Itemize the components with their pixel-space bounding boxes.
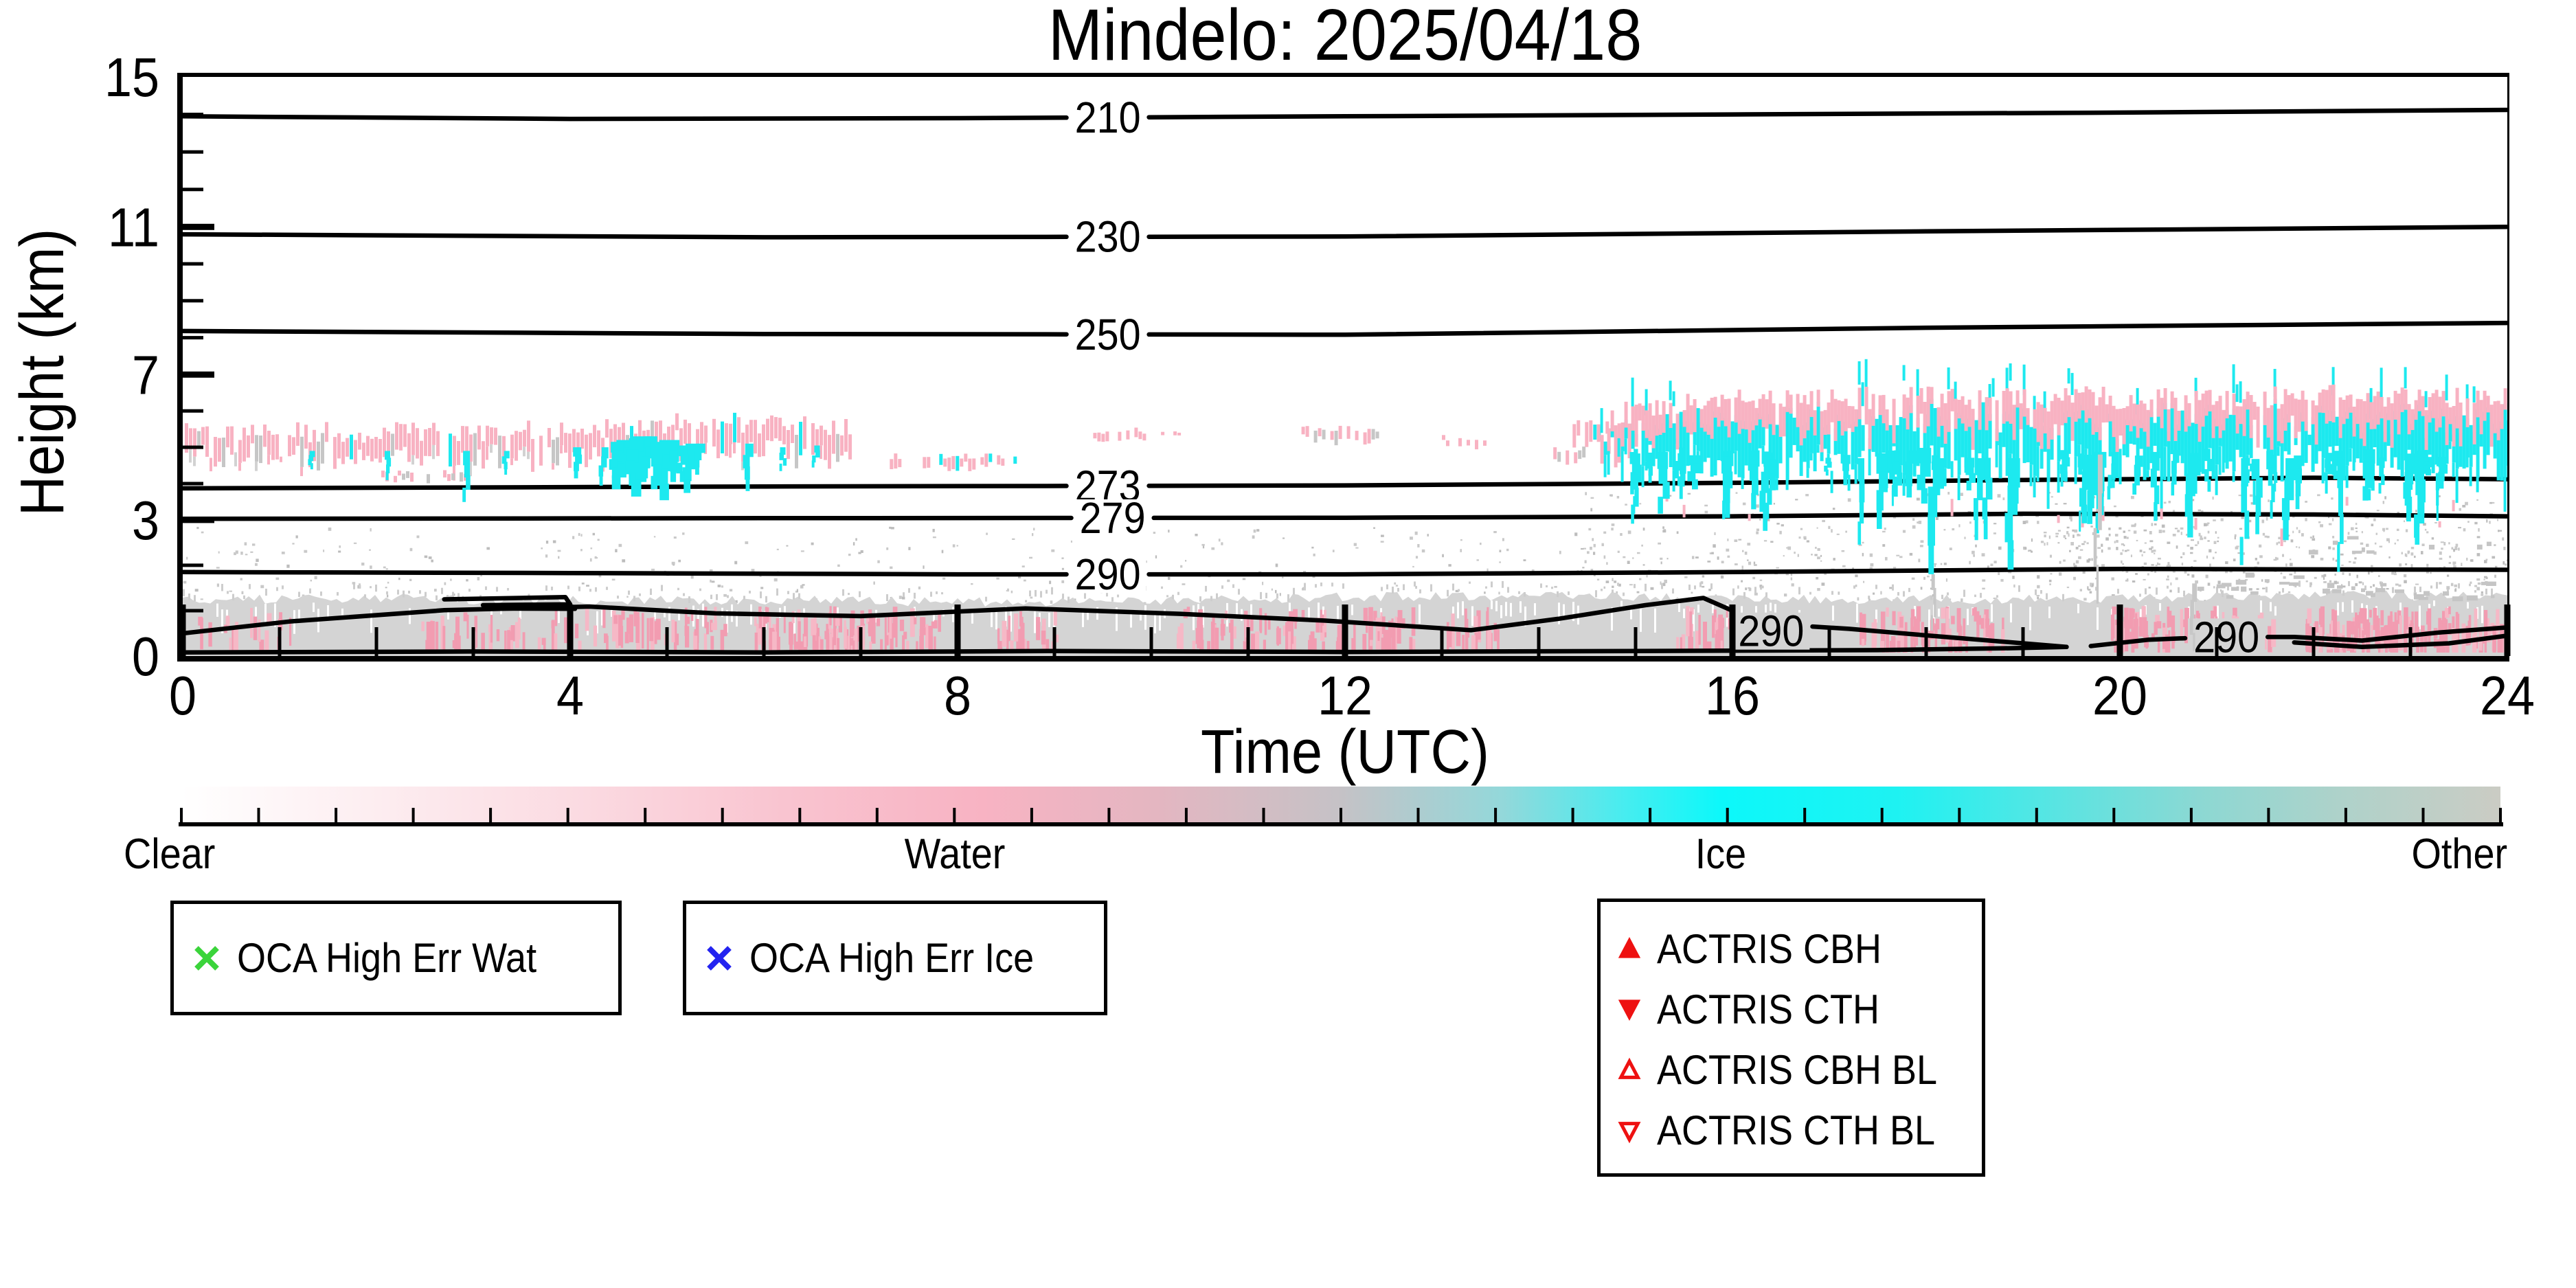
y-tick-label: 7 bbox=[132, 344, 159, 405]
legend-actris: ACTRIS CBH ACTRIS CTH ACTRIS CBH BL ACTR… bbox=[1597, 899, 1985, 1177]
legend-oca-high-err-wat: OCA High Err Wat bbox=[170, 901, 622, 1015]
axes: 0 3 7 11 15 0 4 8 12 16 20 24 bbox=[104, 47, 2535, 726]
y-axis-label: Height (km) bbox=[8, 212, 77, 532]
triangle-down-open-icon bbox=[1612, 1114, 1647, 1147]
legend-actris-row-cbh-bl: ACTRIS CBH BL bbox=[1612, 1040, 1982, 1100]
x-marker-green-icon bbox=[189, 942, 225, 975]
x-tick-label: 4 bbox=[556, 665, 584, 726]
legend-oca-wat-label: OCA High Err Wat bbox=[237, 935, 537, 981]
temperature-contour-label: 279 bbox=[1080, 493, 1146, 543]
temperature-contour-label: 250 bbox=[1075, 310, 1141, 359]
x-tick-label: 8 bbox=[944, 665, 971, 726]
page-title: Mindelo: 2025/04/18 bbox=[1015, 0, 1675, 71]
y-tick-label: 15 bbox=[104, 47, 159, 108]
x-tick-label: 0 bbox=[169, 665, 196, 726]
colorbar-label-water: Water bbox=[904, 831, 1006, 878]
y-tick-label: 11 bbox=[108, 196, 159, 258]
x-axis-label: Time (UTC) bbox=[1185, 721, 1506, 783]
colorbar-label-other: Other bbox=[2411, 831, 2507, 878]
temperature-contour-label: 230 bbox=[1075, 212, 1141, 262]
temperature-contour-label: 210 bbox=[1075, 93, 1141, 142]
legend-actris-row-cth: ACTRIS CTH bbox=[1612, 979, 1982, 1039]
page-title-text: Mindelo: 2025/04/18 bbox=[1048, 0, 1642, 76]
triangle-up-open-icon bbox=[1612, 1054, 1647, 1087]
triangle-down-filled-icon bbox=[1612, 993, 1647, 1026]
legend-oca-ice-label: OCA High Err Ice bbox=[749, 935, 1035, 981]
x-axis-label-text: Time (UTC) bbox=[1201, 718, 1489, 787]
colorbar bbox=[179, 787, 2503, 826]
temperature-contour-label: 290 bbox=[2193, 612, 2259, 662]
cloud-phase-layer bbox=[185, 359, 2507, 652]
y-tick-label: 3 bbox=[132, 490, 159, 551]
x-marker-blue-icon bbox=[701, 942, 737, 975]
colorbar-label-clear: Clear bbox=[124, 831, 216, 878]
triangle-up-filled-icon bbox=[1612, 932, 1647, 965]
y-axis-label-text: Height (km) bbox=[8, 228, 77, 517]
temperature-contour-label: 290 bbox=[1075, 550, 1141, 599]
legend-oca-high-err-ice: OCA High Err Ice bbox=[683, 901, 1107, 1015]
x-tick-label: 20 bbox=[2092, 665, 2147, 726]
temperature-contours bbox=[183, 107, 2507, 655]
x-tick-label: 24 bbox=[2480, 665, 2535, 726]
colorbar-label-ice: Ice bbox=[1695, 831, 1747, 878]
x-tick-label: 16 bbox=[1705, 665, 1760, 726]
x-tick-label: 12 bbox=[1318, 665, 1372, 726]
legend-actris-row-cth-bl: ACTRIS CTH BL bbox=[1612, 1100, 1982, 1161]
legend-actris-row-cbh: ACTRIS CBH bbox=[1612, 918, 1982, 979]
temperature-contour-label: 290 bbox=[1738, 607, 1804, 656]
y-tick-label: 0 bbox=[132, 626, 159, 687]
